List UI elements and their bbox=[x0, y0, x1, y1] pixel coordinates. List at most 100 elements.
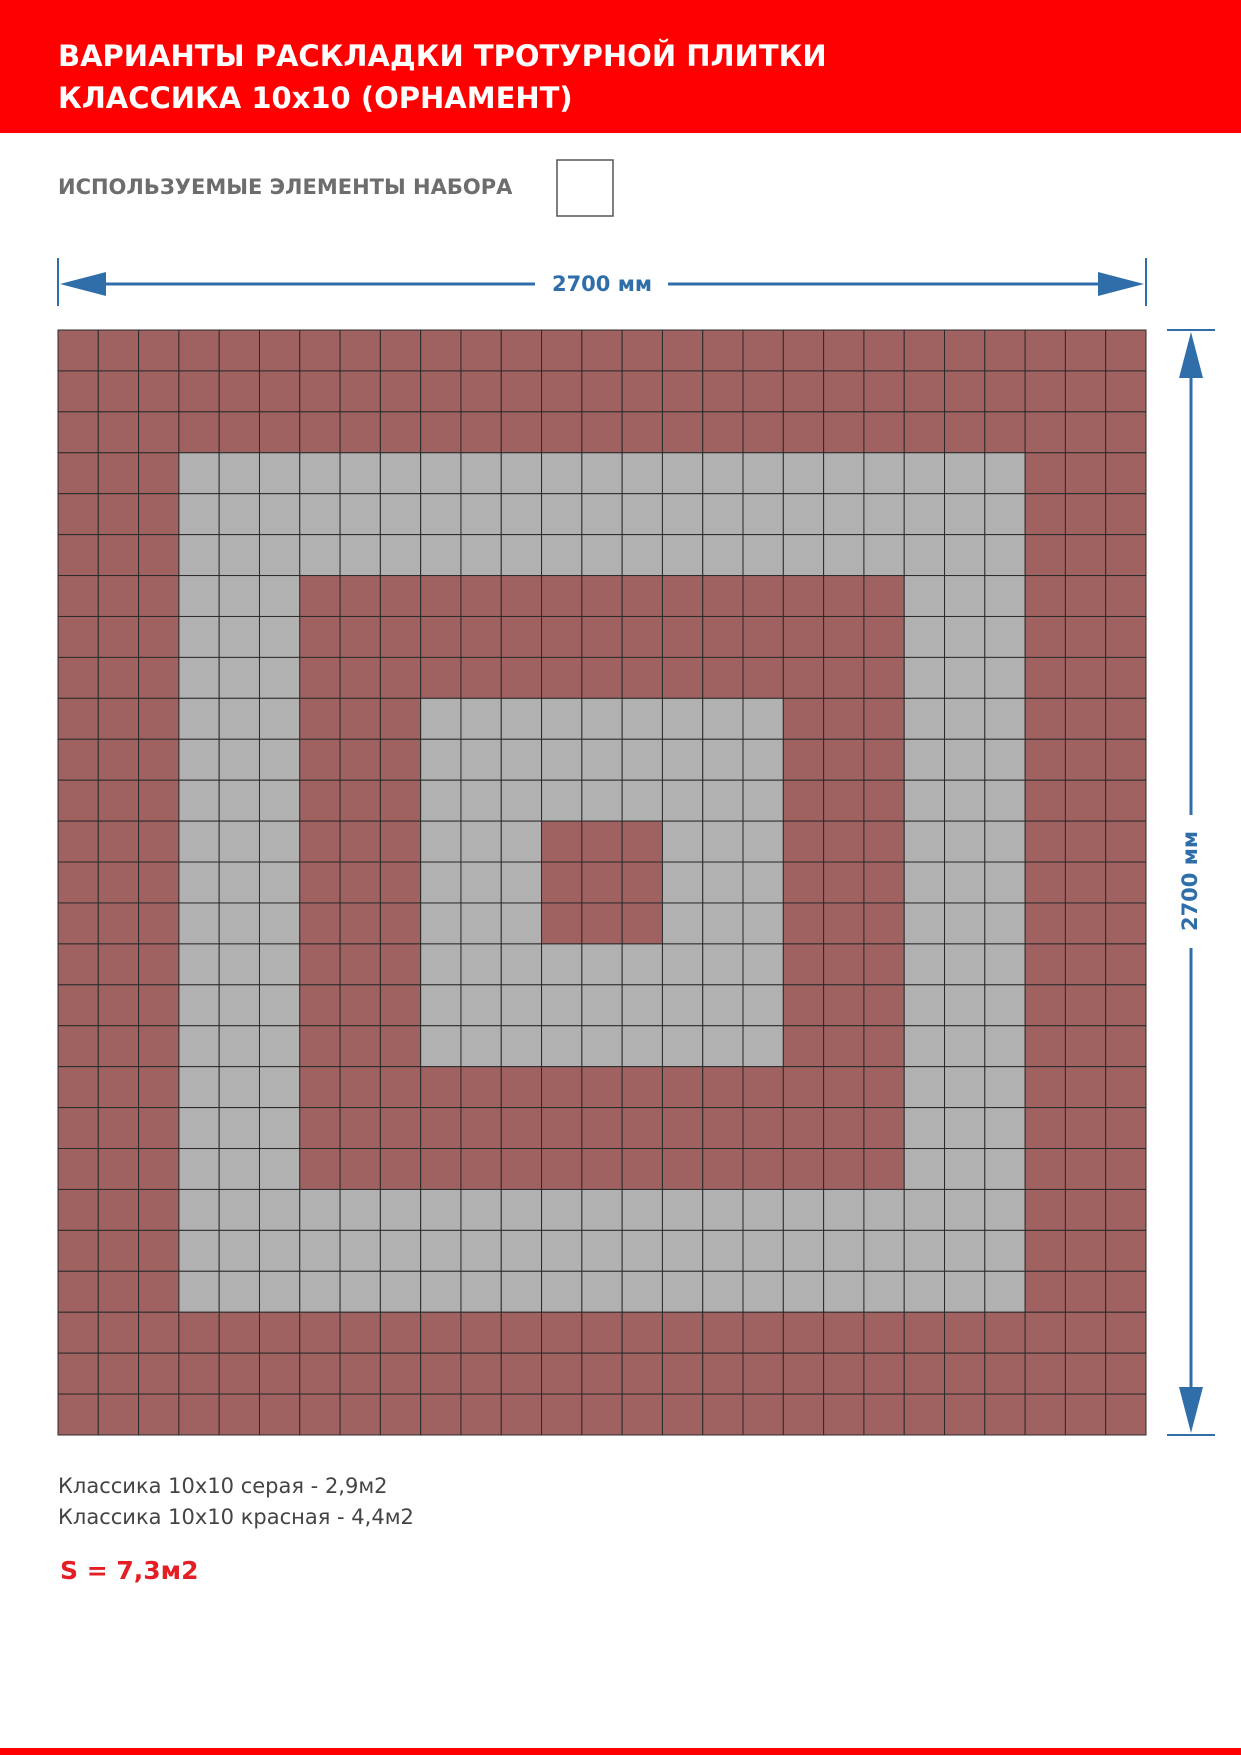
tile bbox=[218, 1352, 260, 1395]
tile bbox=[57, 534, 99, 577]
tile bbox=[782, 493, 825, 536]
tile bbox=[97, 820, 140, 863]
tile bbox=[138, 1025, 180, 1068]
tile bbox=[500, 820, 543, 863]
tile bbox=[460, 370, 502, 413]
tile bbox=[460, 861, 502, 904]
tile bbox=[1105, 1025, 1147, 1068]
header-bar bbox=[0, 0, 1241, 133]
tile bbox=[339, 820, 381, 863]
tile bbox=[984, 1229, 1026, 1272]
tile bbox=[138, 1107, 180, 1150]
tile bbox=[702, 984, 744, 1027]
tile bbox=[742, 1188, 784, 1231]
tile bbox=[702, 1025, 744, 1068]
tile bbox=[97, 902, 140, 945]
tile bbox=[1024, 1148, 1066, 1190]
tile bbox=[1105, 697, 1147, 740]
tile bbox=[944, 1148, 986, 1190]
tile bbox=[621, 738, 663, 781]
tile bbox=[782, 1188, 825, 1231]
tile bbox=[702, 615, 744, 658]
tile bbox=[178, 1025, 220, 1068]
tile bbox=[178, 1066, 220, 1109]
tile bbox=[903, 779, 946, 822]
tile bbox=[1024, 1066, 1066, 1109]
tile bbox=[1064, 1025, 1107, 1068]
tile bbox=[218, 984, 260, 1027]
tile bbox=[742, 779, 784, 822]
tile bbox=[420, 1311, 462, 1354]
tile bbox=[944, 615, 986, 658]
tile bbox=[541, 1148, 583, 1190]
tile bbox=[258, 493, 301, 536]
tile bbox=[621, 1025, 663, 1068]
tile bbox=[581, 1107, 623, 1150]
tile bbox=[339, 656, 381, 699]
tile bbox=[258, 984, 301, 1027]
tile bbox=[218, 534, 260, 577]
tile bbox=[621, 329, 663, 372]
tile bbox=[97, 1270, 140, 1313]
tile bbox=[500, 738, 543, 781]
tile bbox=[258, 1188, 301, 1231]
tile bbox=[863, 615, 905, 658]
tile bbox=[581, 411, 623, 454]
tile bbox=[823, 329, 865, 372]
tile bbox=[661, 575, 704, 617]
tile bbox=[1064, 1352, 1107, 1395]
tile bbox=[702, 370, 744, 413]
tile bbox=[702, 656, 744, 699]
tile bbox=[57, 370, 99, 413]
tile bbox=[258, 411, 301, 454]
tile bbox=[823, 575, 865, 617]
tile bbox=[581, 575, 623, 617]
tile bbox=[1064, 1311, 1107, 1354]
tile bbox=[420, 697, 462, 740]
tile bbox=[299, 1066, 341, 1109]
tile bbox=[903, 984, 946, 1027]
tile bbox=[984, 534, 1026, 577]
tile bbox=[581, 615, 623, 658]
tile bbox=[541, 738, 583, 781]
tile bbox=[339, 575, 381, 617]
tile bbox=[621, 534, 663, 577]
tile bbox=[823, 1229, 865, 1272]
tile bbox=[782, 738, 825, 781]
tile bbox=[379, 615, 422, 658]
tile bbox=[863, 697, 905, 740]
tile bbox=[258, 738, 301, 781]
tile bbox=[258, 1270, 301, 1313]
tile bbox=[500, 656, 543, 699]
tile bbox=[541, 615, 583, 658]
tile bbox=[742, 329, 784, 372]
tile bbox=[1064, 1148, 1107, 1190]
tile bbox=[863, 861, 905, 904]
tile bbox=[379, 861, 422, 904]
tile bbox=[420, 1229, 462, 1272]
tile bbox=[621, 1311, 663, 1354]
tile bbox=[258, 820, 301, 863]
tile bbox=[581, 902, 623, 945]
tile bbox=[299, 656, 341, 699]
tile bbox=[782, 1148, 825, 1190]
tile bbox=[500, 1066, 543, 1109]
tile bbox=[258, 1066, 301, 1109]
tile bbox=[379, 575, 422, 617]
tile bbox=[944, 738, 986, 781]
tile bbox=[984, 575, 1026, 617]
tile bbox=[742, 820, 784, 863]
tile bbox=[541, 1107, 583, 1150]
tile bbox=[621, 411, 663, 454]
tile bbox=[500, 1229, 543, 1272]
tile bbox=[903, 1311, 946, 1354]
tile bbox=[500, 779, 543, 822]
tile bbox=[57, 1229, 99, 1272]
tile bbox=[1064, 452, 1107, 495]
tile bbox=[420, 984, 462, 1027]
tile bbox=[57, 1148, 99, 1190]
tile bbox=[460, 738, 502, 781]
tile bbox=[581, 1270, 623, 1313]
tile bbox=[782, 984, 825, 1027]
tile bbox=[178, 1229, 220, 1272]
